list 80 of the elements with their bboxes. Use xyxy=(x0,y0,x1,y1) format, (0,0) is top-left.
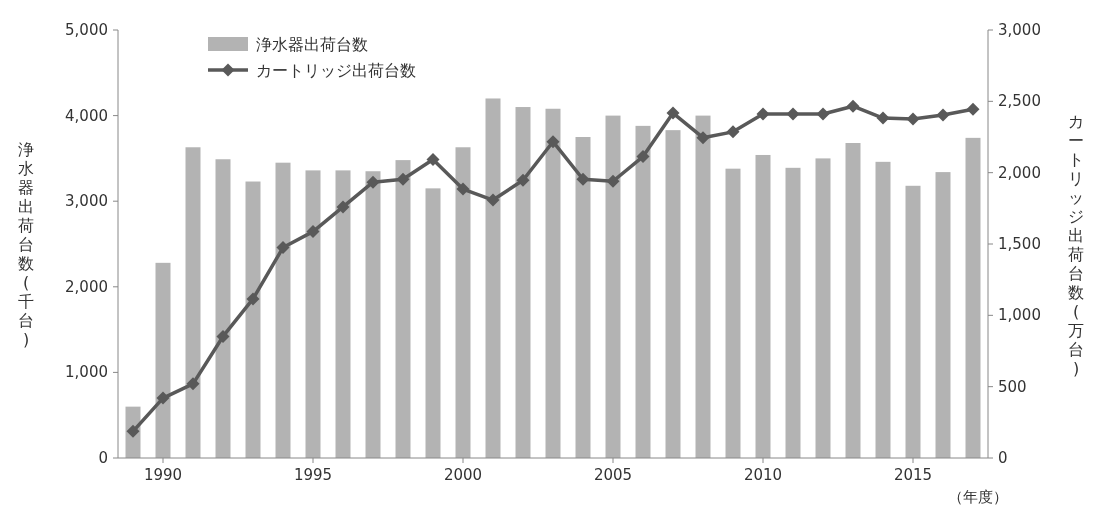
point xyxy=(636,150,650,164)
point xyxy=(546,135,560,149)
y-tick-label: 4,000 xyxy=(65,106,108,125)
point xyxy=(846,99,860,113)
y2-tick-label: 2,500 xyxy=(998,92,1041,111)
x-tick-label: 2005 xyxy=(593,466,633,484)
bar xyxy=(635,125,651,458)
y-tick-label: 1,000 xyxy=(65,363,108,382)
point xyxy=(726,125,740,139)
bar xyxy=(425,188,441,458)
y2-tick-label: 1,000 xyxy=(998,306,1041,325)
bar xyxy=(545,108,561,458)
point xyxy=(156,391,170,405)
point xyxy=(606,174,620,188)
x-tick-label: 1990 xyxy=(143,466,183,484)
y2-tick-label: 3,000 xyxy=(998,21,1041,39)
x-tick-label: 2000 xyxy=(443,466,483,484)
bar xyxy=(455,147,471,458)
y2-tick-label: 1,500 xyxy=(998,235,1041,253)
bar xyxy=(815,158,831,458)
bar xyxy=(665,130,681,458)
y-tick-label: 3,000 xyxy=(65,192,108,211)
point xyxy=(966,102,980,116)
point xyxy=(396,172,410,186)
y-tick-label: 5,000 xyxy=(65,21,108,39)
bar xyxy=(845,142,861,458)
bar xyxy=(695,115,711,458)
y2-tick-label: 0 xyxy=(998,449,1008,467)
point xyxy=(306,225,320,239)
text: カートリッジ出荷台数(万台) xyxy=(1068,111,1084,378)
point xyxy=(696,131,710,145)
x-tick-label: 1995 xyxy=(293,466,333,484)
point xyxy=(816,107,830,121)
legend-label: カートリッジ出荷台数 xyxy=(256,61,416,80)
point xyxy=(276,241,290,255)
y2-tick-label: 2,000 xyxy=(998,163,1041,182)
point xyxy=(426,153,440,167)
bar xyxy=(365,171,381,458)
point xyxy=(906,112,920,126)
point xyxy=(576,172,590,186)
point xyxy=(366,175,380,189)
bar xyxy=(935,172,951,458)
point xyxy=(756,107,770,121)
point xyxy=(186,377,200,391)
bar xyxy=(155,262,171,458)
bar xyxy=(275,162,291,458)
point xyxy=(786,107,800,121)
bar xyxy=(785,167,801,458)
bar xyxy=(305,170,321,458)
bar xyxy=(605,115,621,458)
bar xyxy=(215,159,231,458)
bar xyxy=(185,147,201,458)
y-tick-label: 2,000 xyxy=(65,277,108,296)
bar xyxy=(725,168,741,458)
point xyxy=(216,329,230,343)
bar xyxy=(905,185,921,458)
bar xyxy=(965,137,981,458)
point xyxy=(336,200,350,214)
point xyxy=(936,108,950,122)
text: （年度） xyxy=(948,488,1008,506)
point xyxy=(876,111,890,125)
bar xyxy=(395,160,411,458)
y2-tick-label: 500 xyxy=(998,377,1027,396)
x-tick-label: 2010 xyxy=(743,466,783,484)
y-tick-label: 0 xyxy=(98,449,108,467)
point xyxy=(486,193,500,207)
bar xyxy=(485,98,501,458)
bar xyxy=(875,161,891,458)
text: 浄水器出荷台数(千台) xyxy=(18,140,34,349)
bar xyxy=(575,137,591,458)
point xyxy=(246,292,260,306)
legend-label: 浄水器出荷台数 xyxy=(256,35,368,54)
point xyxy=(516,173,530,187)
bar xyxy=(755,154,771,458)
point xyxy=(666,106,680,120)
bar xyxy=(335,170,351,458)
x-tick-label: 2015 xyxy=(893,466,933,484)
bar xyxy=(515,107,531,458)
point xyxy=(456,182,470,196)
bar xyxy=(245,181,261,458)
